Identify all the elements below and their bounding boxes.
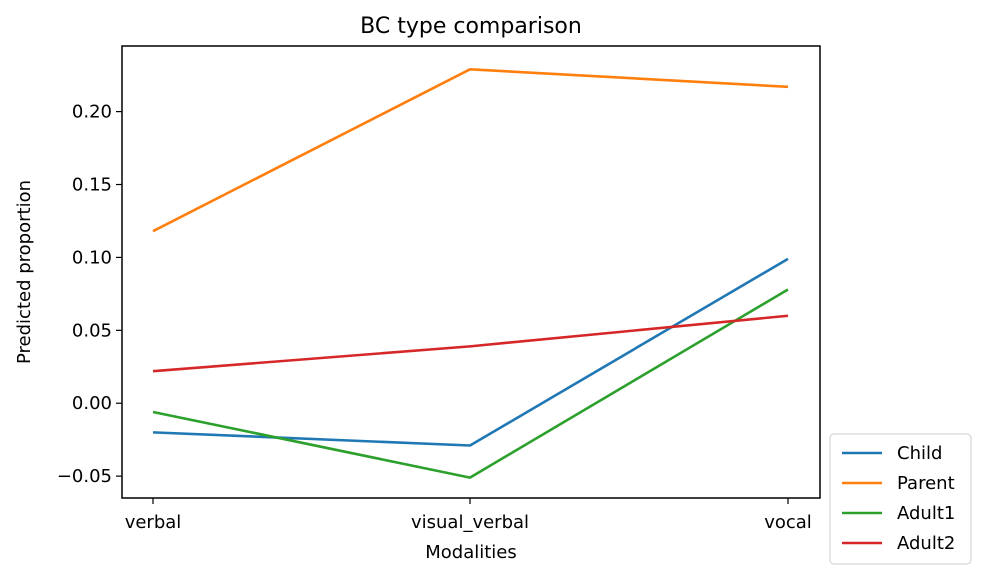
y-axis-label: Predicted proportion [14,180,35,364]
y-tick-label: 0.05 [72,320,112,341]
y-tick-label: 0.00 [72,393,112,414]
y-tick-label: 0.10 [72,247,112,268]
series-line-adult2 [152,314,789,373]
chart-title: BC type comparison [360,14,582,39]
x-axis: verbal visual_verbal vocal [125,498,812,533]
legend-label-adult2: Adult2 [897,533,955,554]
legend-label-adult1: Adult1 [897,503,955,524]
y-tick-label: −0.05 [57,466,112,487]
plot-area-frame [121,45,821,499]
legend: Child Parent Adult1 Adult2 [829,433,972,565]
legend-frame [829,433,972,565]
y-tick-label: 0.15 [72,175,112,196]
x-axis-label: Modalities [425,542,517,563]
legend-label-parent: Parent [897,473,955,494]
y-axis: −0.05 0.00 0.05 0.10 0.15 0.20 [57,102,122,487]
series-lines [152,68,789,479]
series-line-child [152,257,789,447]
x-tick-label: visual_verbal [411,512,529,533]
x-tick-label: verbal [125,512,182,533]
legend-label-child: Child [897,443,942,464]
x-tick-label: vocal [764,512,812,533]
series-line-parent [152,68,789,233]
y-tick-label: 0.20 [72,102,112,123]
series-line-adult1 [152,288,789,479]
